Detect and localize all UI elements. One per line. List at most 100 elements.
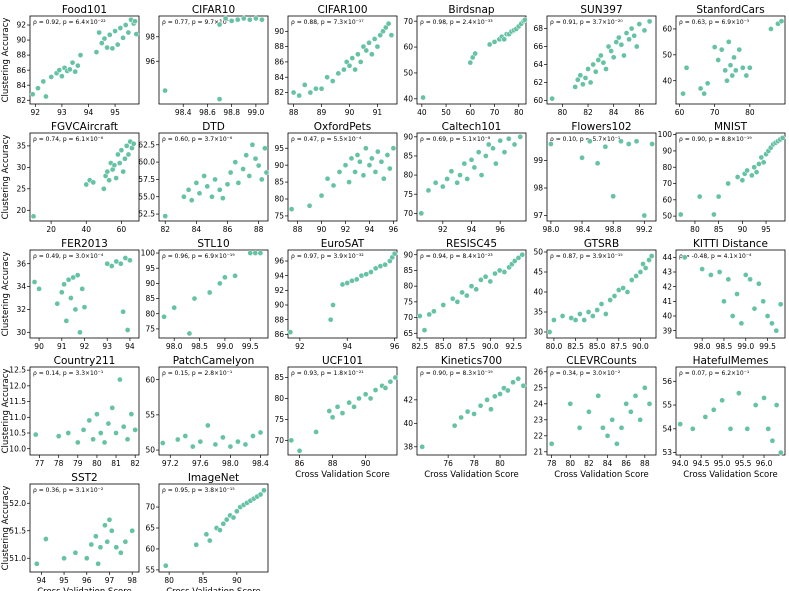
panel-caltech101: Caltech101 ρ = 0.69, p = 5.1×10⁻⁸ 92 94 96 70…: [403, 121, 527, 234]
y-tick-label: 51.5: [9, 526, 26, 535]
data-point: [448, 168, 455, 175]
x-tick-label: 98: [127, 576, 137, 585]
x-tick-label: 80: [690, 225, 700, 234]
y-tick-label: 82: [274, 88, 284, 97]
data-point: [346, 179, 352, 185]
data-point: [372, 265, 379, 272]
correlation-annotation: ρ = 0.69, p = 5.1×10⁻⁸: [420, 136, 491, 143]
correlation-annotation: ρ = 0.63, p = 6.9×10⁻⁵: [679, 19, 750, 26]
data-point: [520, 382, 527, 389]
y-tick-label: 51.0: [9, 554, 26, 563]
x-tick-label: 94: [342, 342, 352, 351]
data-point: [567, 400, 574, 407]
data-point: [764, 313, 771, 319]
y-tick-label: 62.5: [138, 140, 155, 149]
y-tick-label: 94: [274, 271, 284, 280]
x-tick-label: 78: [54, 459, 64, 468]
y-tick-label: 98: [145, 32, 155, 41]
y-tick-label: 24: [533, 399, 543, 408]
panel-fer2013: FER2013 ρ = 0.49, p = 3.0×10⁻⁴ 90 91 92 93 94 3…: [1, 238, 140, 351]
data-point: [191, 295, 198, 302]
data-point: [79, 286, 86, 292]
data-point: [491, 39, 498, 45]
data-point: [738, 320, 745, 327]
y-tick-label: 50: [662, 212, 672, 221]
x-tick-label: 81: [111, 459, 121, 468]
plot-frame: [29, 483, 140, 573]
data-point: [96, 29, 102, 36]
data-point: [102, 522, 108, 529]
y-tick-label: 40: [533, 288, 543, 297]
data-point: [122, 255, 129, 261]
data-point: [204, 183, 211, 190]
y-tick-label: 11.0: [9, 413, 26, 422]
panel-title: CIFAR100: [317, 4, 367, 16]
data-point: [747, 276, 753, 283]
panel-title: DTD: [202, 121, 225, 133]
data-point: [32, 431, 39, 438]
y-tick-label: 55: [662, 401, 672, 410]
x-tick-label: 96: [390, 342, 400, 351]
data-point: [334, 403, 341, 410]
data-point: [615, 34, 622, 41]
x-tick-label: 82: [160, 225, 170, 234]
y-tick-label: 42: [403, 395, 413, 404]
data-point: [377, 263, 384, 269]
data-point: [729, 313, 736, 319]
x-tick-label: 79: [73, 459, 83, 468]
x-tick-label: 98.4: [252, 459, 269, 468]
data-point: [81, 304, 88, 310]
data-point: [492, 270, 498, 277]
data-point: [517, 133, 524, 140]
y-tick-label: 75: [403, 297, 413, 306]
plot-frame: [287, 249, 398, 339]
data-point: [744, 167, 750, 174]
data-point: [363, 145, 369, 152]
data-point: [257, 250, 264, 256]
correlation-annotation: ρ = 0.87, p = 3.9×10⁻¹⁵: [550, 253, 623, 260]
x-axis-label: Cross Validation Score: [37, 587, 131, 591]
data-point: [473, 286, 480, 293]
data-point: [484, 397, 490, 403]
data-point: [341, 66, 347, 73]
plot-frame: [675, 132, 786, 222]
data-point: [633, 43, 640, 50]
data-point: [773, 402, 780, 408]
y-tick-label: 32: [16, 305, 26, 314]
y-tick-label: 60: [662, 195, 672, 204]
data-point: [743, 72, 750, 79]
y-tick-label: 10.0: [9, 444, 26, 453]
y-tick-label: 99: [533, 156, 543, 165]
data-point: [40, 78, 47, 85]
x-tick-label: 86: [635, 108, 645, 117]
y-tick-label: 60: [145, 545, 155, 554]
data-point: [93, 49, 100, 55]
data-point: [390, 145, 397, 152]
x-tick-label: 98.5: [716, 342, 733, 351]
data-point: [249, 141, 256, 148]
data-point: [86, 417, 93, 424]
data-point: [130, 140, 137, 147]
y-tick-label: 97: [533, 211, 543, 220]
data-point: [65, 430, 72, 436]
x-tick-label: 94.5: [693, 459, 710, 468]
x-tick-label: 80: [566, 459, 576, 468]
y-tick-label: 70: [403, 209, 413, 218]
data-point: [461, 160, 468, 167]
data-point: [113, 544, 120, 551]
y-tick-label: 22: [533, 431, 543, 440]
data-point: [189, 443, 196, 450]
data-point: [736, 390, 742, 397]
data-point: [769, 437, 776, 444]
x-tick-label: 94.0: [672, 459, 689, 468]
data-point: [581, 317, 588, 323]
data-point: [223, 516, 230, 523]
data-point: [106, 177, 112, 184]
data-point: [680, 90, 686, 97]
x-tick-label: 91: [57, 342, 67, 351]
data-point: [74, 272, 81, 278]
x-tick-label: 98.0: [543, 225, 560, 234]
x-tick-label: 94: [125, 342, 135, 351]
y-tick-label: 60: [662, 25, 672, 34]
y-tick-label: 60.0: [138, 158, 155, 167]
